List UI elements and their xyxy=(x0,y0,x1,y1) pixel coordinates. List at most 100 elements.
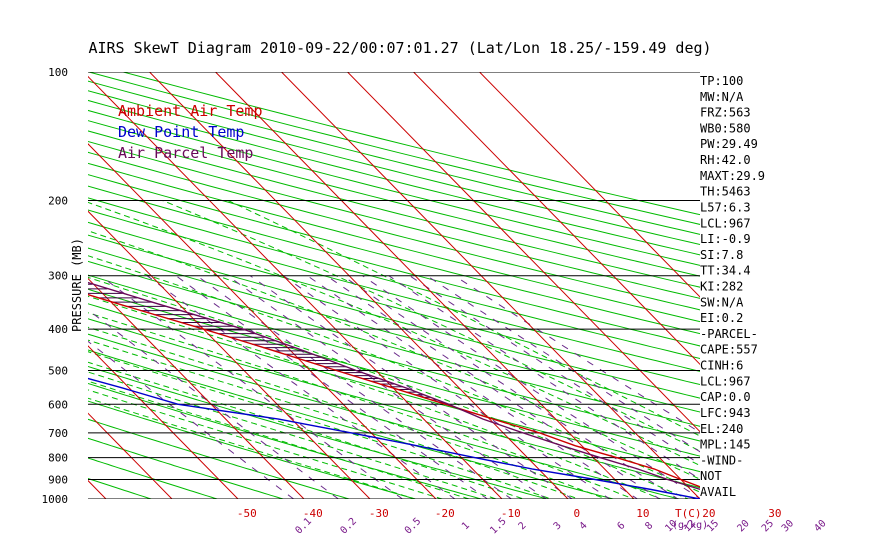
bottom-temp-tick-label: 30 xyxy=(768,507,781,520)
isotherm-line xyxy=(88,479,107,499)
y-axis-label: PRESSURE (MB) xyxy=(70,238,84,332)
moist-adiabat-line xyxy=(88,276,690,499)
mixing-ratio-label: 4 xyxy=(578,520,590,532)
dry-adiabat-line xyxy=(88,174,700,335)
mixing-ratio-lines xyxy=(88,275,700,499)
index-entry: -WIND- xyxy=(700,453,743,467)
bottom-temp-tick-label: -40 xyxy=(303,507,323,520)
moist-adiabat-line xyxy=(88,351,553,499)
index-entry: -PARCEL- xyxy=(700,327,758,341)
isotherm-line xyxy=(149,72,569,499)
isotherm-line xyxy=(88,412,173,499)
dry-adiabat-line xyxy=(88,274,700,442)
dry-adiabat-line xyxy=(88,197,700,360)
pressure-tick-label: 100 xyxy=(48,66,68,79)
moist-adiabat-line xyxy=(88,312,635,499)
isotherm-line xyxy=(347,72,700,433)
mixing-ratio-label: 0.5 xyxy=(403,516,424,537)
pressure-tick-label: 700 xyxy=(48,427,68,440)
mixing-ratio-line xyxy=(326,275,661,499)
pressure-tick-label: 800 xyxy=(48,452,68,465)
index-entry: AVAIL xyxy=(700,485,736,499)
dry-adiabat-line xyxy=(88,185,700,347)
mixing-ratio-label: 30 xyxy=(780,518,796,534)
dry-adiabat-line xyxy=(88,120,700,277)
dry-adiabat-line xyxy=(88,437,285,499)
dry-adiabat-line xyxy=(88,234,700,399)
moist-adiabat-line xyxy=(88,295,663,499)
dry-adiabat-line xyxy=(88,400,418,499)
dry-adiabat-line xyxy=(88,209,700,372)
mixing-ratio-label: 25 xyxy=(760,518,776,534)
mixing-ratio-line xyxy=(307,275,639,499)
pressure-tick-label: 300 xyxy=(48,270,68,283)
dry-adiabat-line xyxy=(88,130,700,288)
dry-adiabat-line xyxy=(88,418,352,499)
index-entry: TT:34.4 xyxy=(700,264,751,278)
dry-adiabat-line xyxy=(88,109,700,266)
index-entry: CAPE:557 xyxy=(700,343,758,357)
index-entry: NOT xyxy=(700,469,722,483)
isotherm-line xyxy=(88,345,239,499)
index-entry: LCL:967 xyxy=(700,374,751,388)
pressure-axis: 100 200 300 400 500 600 700 800 900 1000 xyxy=(42,66,69,506)
dry-adiabat-line xyxy=(88,457,219,499)
mixing-ratio-line xyxy=(88,340,295,499)
dry-adiabat-line xyxy=(88,247,700,413)
isotherm-line xyxy=(88,277,305,499)
legend-entry: Ambient Air Temp xyxy=(118,102,263,120)
mixing-ratio-line xyxy=(426,275,700,453)
mixing-ratio-line xyxy=(196,275,513,499)
index-entry: WB0:580 xyxy=(700,121,751,135)
mixing-ratio-unit: (g/kg) xyxy=(672,520,708,531)
dry-adiabat-line xyxy=(0,72,113,508)
isobars xyxy=(88,72,700,499)
dry-adiabat-line xyxy=(88,221,700,386)
isotherms xyxy=(0,72,700,508)
index-entry: KI:282 xyxy=(700,280,743,294)
moist-adiabat-line xyxy=(227,200,700,437)
pressure-tick-label: 1000 xyxy=(42,493,69,506)
mixing-ratio-line xyxy=(88,309,340,499)
dry-adiabat-line xyxy=(88,260,700,427)
index-entry: CINH:6 xyxy=(700,359,743,373)
isotherm-line xyxy=(413,72,700,366)
mixing-ratio-label: 3 xyxy=(552,520,564,532)
isotherm-line xyxy=(88,210,371,499)
moist-adiabat-line xyxy=(88,389,444,499)
index-entry: FRZ:563 xyxy=(700,106,751,120)
bottom-temp-tick-label: -20 xyxy=(435,507,455,520)
index-entry: RH:42.0 xyxy=(700,153,751,167)
index-entry: MW:N/A xyxy=(700,90,744,104)
series-line xyxy=(88,293,700,488)
index-entry: TH:5463 xyxy=(700,185,751,199)
bottom-temp-tick-label: -10 xyxy=(501,507,521,520)
moist-adiabat-line xyxy=(88,326,608,499)
bottom-axis-unit: T(C) xyxy=(675,507,702,520)
pressure-tick-label: 500 xyxy=(48,364,68,377)
mixing-ratio-line xyxy=(100,275,404,499)
moist-adiabat-line xyxy=(88,380,471,499)
index-entry: TP:100 xyxy=(700,74,743,88)
legend-entry: Dew Point Temp xyxy=(118,123,244,141)
index-entry: SI:7.8 xyxy=(700,248,743,262)
isotherm-line xyxy=(215,72,635,499)
moist-adiabat-line xyxy=(88,339,580,499)
mixing-ratio-line xyxy=(454,275,700,434)
moist-adiabat-line xyxy=(88,397,418,499)
bottom-temp-tick-label: -50 xyxy=(237,507,257,520)
index-entry: PW:29.49 xyxy=(700,137,758,151)
moist-adiabat-line xyxy=(88,255,700,493)
isotherm-line xyxy=(0,72,49,508)
mixing-ratio-label: 1 xyxy=(460,520,472,532)
mixing-ratio-line xyxy=(409,275,700,465)
chart-title: AIRS SkewT Diagram 2010-09-22/00:07:01.2… xyxy=(88,39,711,57)
index-entry: MPL:145 xyxy=(700,438,751,452)
pressure-tick-label: 200 xyxy=(48,195,68,208)
bottom-temp-tick-label: 10 xyxy=(636,507,649,520)
mixing-ratio-label: 40 xyxy=(812,518,828,534)
dry-adiabat-line xyxy=(88,151,700,311)
dry-adiabat-line xyxy=(88,303,700,473)
moist-adiabat-line xyxy=(88,230,700,480)
